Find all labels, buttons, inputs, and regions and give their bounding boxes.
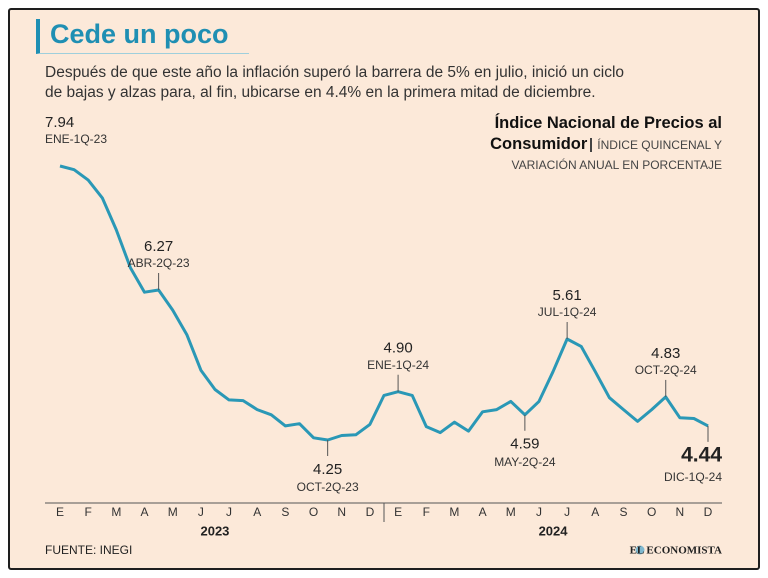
value-label: 4.25 (313, 461, 342, 478)
month-label: A (253, 505, 261, 519)
subtitle: de bajas y alzas para, al fin, ubicarse … (45, 84, 596, 101)
month-label: M (506, 505, 516, 519)
year-label: 2024 (539, 523, 569, 538)
point-label: OCT-2Q-24 (635, 363, 697, 377)
month-label: O (647, 505, 656, 519)
month-label: J (536, 505, 542, 519)
month-label: A (141, 505, 149, 519)
point-label: MAY-2Q-24 (494, 455, 556, 469)
value-label: 4.44 (681, 443, 722, 466)
subtitle: Después de que este año la inflación sup… (45, 64, 625, 81)
month-label: O (309, 505, 318, 519)
value-label: 4.83 (651, 345, 680, 362)
value-label: 4.59 (510, 436, 539, 453)
chart-label-text: Índice Nacional de Precios al Consumidor (490, 114, 722, 153)
year-label: 2023 (200, 523, 229, 538)
frame (8, 8, 760, 570)
month-label: A (591, 505, 599, 519)
point-label: ABR-2Q-23 (128, 256, 190, 270)
month-label: M (168, 505, 178, 519)
chart-label: Índice Nacional de Precios al Consumidor… (452, 113, 722, 175)
month-label: D (704, 505, 713, 519)
value-label: 5.61 (553, 287, 582, 304)
value-label: 7.94 (45, 114, 74, 131)
month-label: N (675, 505, 684, 519)
month-label: M (449, 505, 459, 519)
month-label: J (564, 505, 570, 519)
source: FUENTE: INEGI (45, 543, 132, 557)
point-label: OCT-2Q-23 (297, 480, 359, 494)
month-label: N (337, 505, 346, 519)
brand: EL ECONOMISTA (630, 545, 722, 557)
month-label: S (619, 505, 627, 519)
chart-sublabel: VARIACIÓN ANUAL EN PORCENTAJE (511, 158, 723, 172)
brand-icon (635, 545, 645, 555)
point-label: ENE-1Q-24 (367, 358, 429, 372)
title: Cede un poco (36, 19, 249, 54)
month-label: S (281, 505, 289, 519)
value-label: 6.27 (144, 238, 173, 255)
month-label: E (394, 505, 402, 519)
line-series (59, 164, 709, 442)
month-label: D (366, 505, 375, 519)
month-label: F (85, 505, 92, 519)
month-label: A (479, 505, 487, 519)
month-label: E (56, 505, 64, 519)
point-label: DIC-1Q-24 (664, 470, 722, 484)
value-label: 4.90 (383, 340, 412, 357)
chart-sublabel: ÍNDICE QUINCENAL Y (590, 138, 722, 152)
month-label: J (226, 505, 232, 519)
month-label: J (198, 505, 204, 519)
point-label: JUL-1Q-24 (538, 305, 597, 319)
point-label: ENE-1Q-23 (45, 132, 107, 146)
month-label: M (111, 505, 121, 519)
month-label: F (423, 505, 430, 519)
